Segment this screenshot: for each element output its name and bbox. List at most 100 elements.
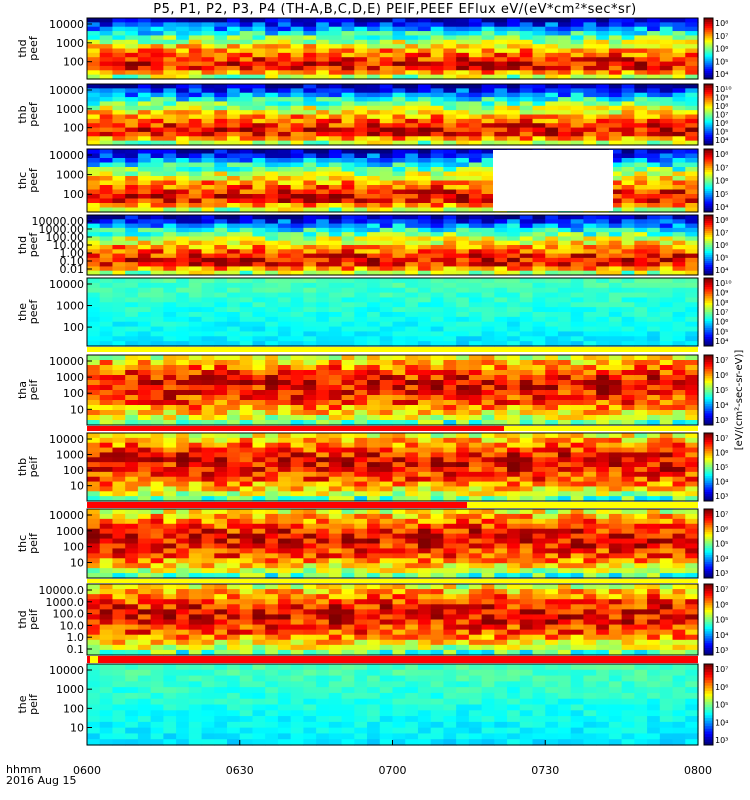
heatmap-cell <box>621 331 635 337</box>
heatmap-cell <box>354 88 368 94</box>
heatmap-cell <box>354 410 368 416</box>
heatmap-cell <box>519 481 534 488</box>
heatmap-cell <box>214 48 228 54</box>
heatmap-cell <box>392 307 406 313</box>
heatmap-cell <box>112 245 126 250</box>
heatmap-cell <box>647 486 661 492</box>
heatmap-cell <box>176 410 190 416</box>
heatmap-cell <box>150 140 164 146</box>
heatmap-cell <box>201 447 215 454</box>
heatmap-cell <box>252 257 266 263</box>
heatmap-cell <box>659 149 674 155</box>
colorbar-band <box>704 364 713 368</box>
heatmap-cell <box>672 447 686 454</box>
heatmap-cell <box>481 370 495 376</box>
colorbar-band <box>704 40 713 43</box>
heatmap-cell <box>176 496 190 502</box>
heatmap-cell <box>367 162 381 168</box>
heatmap-cell <box>150 219 164 225</box>
heatmap-cell <box>468 410 483 416</box>
heatmap-cell <box>125 385 139 391</box>
heatmap-cell <box>647 101 661 107</box>
heatmap-cell <box>328 26 343 32</box>
heatmap-cell <box>468 496 483 502</box>
heatmap-cell <box>545 312 559 318</box>
heatmap-cell <box>367 171 381 177</box>
heatmap-cell <box>150 176 164 182</box>
heatmap-cell <box>507 118 521 124</box>
heatmap-cell <box>519 415 534 421</box>
heatmap-cell <box>328 365 343 371</box>
heatmap-cell <box>303 189 317 195</box>
heatmap-cell <box>417 223 432 229</box>
heatmap-cell <box>367 297 381 303</box>
heatmap-cell <box>265 167 279 173</box>
heatmap-cell <box>163 219 177 225</box>
heatmap-cell <box>112 203 126 209</box>
heatmap-cell <box>303 236 317 242</box>
heatmap-cell <box>379 232 394 238</box>
heatmap-cell <box>507 88 521 94</box>
heatmap-cell <box>583 437 597 444</box>
heatmap-cell <box>659 65 674 71</box>
heatmap-cell <box>570 410 585 416</box>
heatmap-cell <box>545 22 559 28</box>
heatmap-cell <box>685 262 699 268</box>
heatmap-cell <box>303 167 317 173</box>
heatmap-cell <box>328 437 343 444</box>
heatmap-cell <box>265 476 279 483</box>
heatmap-cell <box>367 101 381 107</box>
heatmap-cell <box>430 189 445 195</box>
heatmap-cell <box>417 74 432 80</box>
heatmap-cell <box>239 194 254 200</box>
heatmap-cell <box>303 114 317 120</box>
heatmap-cell <box>545 35 559 41</box>
heatmap-cell <box>277 336 292 342</box>
heatmap-cell <box>608 491 623 497</box>
heatmap-cell <box>112 336 126 342</box>
heatmap-cell <box>125 127 139 133</box>
heatmap-cell <box>634 194 648 200</box>
heatmap-cell <box>659 167 674 173</box>
heatmap-cell <box>672 84 686 89</box>
heatmap-cell <box>481 180 495 186</box>
heatmap-cell <box>303 176 317 182</box>
colorbar-tick-label: 10⁵ <box>715 386 728 395</box>
heatmap-cell <box>519 476 534 483</box>
heatmap-cell <box>214 88 228 94</box>
heatmap-cell <box>647 65 661 71</box>
heatmap-cell <box>405 198 419 204</box>
heatmap-cell <box>570 52 585 58</box>
heatmap-cell <box>137 292 152 299</box>
heatmap-cell <box>367 270 381 276</box>
heatmap-cell <box>290 355 304 361</box>
heatmap-cell <box>519 331 534 337</box>
heatmap-cell <box>545 462 559 468</box>
colorbar-band <box>704 229 713 232</box>
colorbar-tick-label: 10⁷ <box>715 163 728 172</box>
colorbar-band <box>704 343 713 347</box>
heatmap-cell <box>532 61 546 67</box>
heatmap-cell <box>405 52 419 58</box>
heatmap-cell <box>634 84 648 89</box>
heatmap-cell <box>379 415 394 421</box>
heatmap-cell <box>99 447 114 454</box>
heatmap-cell <box>137 127 152 133</box>
heatmap-cell <box>290 437 304 444</box>
heatmap-cell <box>125 162 139 168</box>
heatmap-cell <box>417 307 432 313</box>
heatmap-cell <box>87 167 101 173</box>
heatmap-cell <box>354 316 368 323</box>
heatmap-cell <box>570 240 585 246</box>
heatmap-cell <box>341 198 355 204</box>
heatmap-cell <box>417 97 432 103</box>
heatmap-cell <box>265 365 279 371</box>
heatmap-cell <box>443 18 457 23</box>
heatmap-cell <box>379 496 394 502</box>
heatmap-cell <box>354 307 368 313</box>
heatmap-cell <box>367 48 381 54</box>
heatmap-cell <box>456 31 470 37</box>
heatmap-cell <box>252 253 266 259</box>
heatmap-cell <box>596 410 610 416</box>
heatmap-cell <box>481 158 495 164</box>
